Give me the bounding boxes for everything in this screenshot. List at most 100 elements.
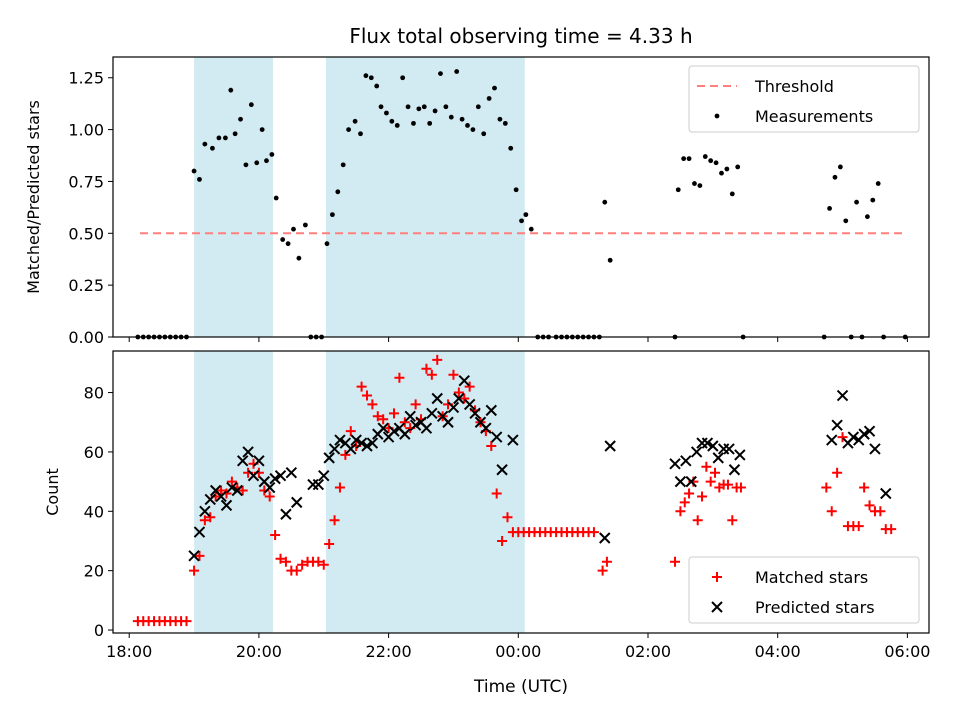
matched-star-point <box>216 485 227 496</box>
measurement-point <box>254 160 260 166</box>
measurement-point <box>686 156 692 162</box>
matched-star-point <box>491 488 502 499</box>
measurement-point <box>681 156 687 162</box>
matched-star-point <box>853 521 864 532</box>
measurement-point <box>384 110 389 116</box>
measurement-point <box>228 87 234 93</box>
predicted-star-point <box>480 422 492 434</box>
measurement-point <box>269 152 275 157</box>
measurement-point <box>724 166 730 172</box>
measurement-point <box>197 176 202 182</box>
legend-label: Matched stars <box>755 568 868 587</box>
shaded-interval <box>194 57 273 337</box>
predicted-star-point <box>604 440 616 452</box>
predicted-star-point <box>723 443 735 455</box>
matched-star-point <box>275 553 286 564</box>
measurement-point <box>528 226 534 232</box>
predicted-star-point <box>312 478 325 491</box>
predicted-star-point <box>880 487 892 500</box>
matched-star-point <box>859 482 870 493</box>
y-axis-label: Count <box>43 468 62 516</box>
measurement-point <box>497 116 503 122</box>
y-tick-label: 80 <box>84 384 104 403</box>
measurement-point <box>523 212 529 218</box>
predicted-star-point <box>869 443 881 455</box>
predicted-star-point <box>264 481 276 494</box>
measurement-point <box>280 237 286 242</box>
predicted-star-point <box>274 469 287 482</box>
y-tick-label: 60 <box>84 443 104 462</box>
matched-star-point <box>701 461 712 472</box>
x-tick-label: 20:00 <box>236 642 282 661</box>
predicted-star-point <box>231 484 243 497</box>
predicted-star-point <box>496 464 508 476</box>
predicted-star-point <box>712 452 724 464</box>
predicted-star-point <box>420 422 433 434</box>
shaded-interval <box>325 351 525 633</box>
measurement-point <box>713 160 719 166</box>
predicted-star-point <box>431 392 443 405</box>
predicted-star-point <box>490 431 503 443</box>
predicted-star-point <box>463 398 476 411</box>
predicted-star-point <box>701 437 714 449</box>
measurement-point <box>443 104 449 110</box>
predicted-star-point <box>442 416 454 428</box>
predicted-star-point <box>728 464 741 476</box>
predicted-star-point <box>318 469 330 482</box>
measurement-point <box>843 218 849 224</box>
axes-frame <box>112 56 930 338</box>
measurement-point <box>400 75 406 81</box>
matched-star-point <box>684 488 695 499</box>
measurement-point <box>459 116 465 122</box>
matched-star-point <box>297 559 308 570</box>
matched-star-point <box>345 426 356 437</box>
measurement-point <box>352 118 358 124</box>
matched-star-point <box>318 559 329 570</box>
predicted-star-point <box>685 475 697 488</box>
matched-star-point <box>361 390 372 401</box>
measurement-point <box>411 120 416 126</box>
predicted-star-point <box>355 437 368 449</box>
measurement-point <box>492 85 497 91</box>
matched-star-point <box>710 467 721 478</box>
measurement-point <box>238 116 243 122</box>
predicted-star-point <box>680 455 692 467</box>
matched-star-point <box>378 414 389 425</box>
predicted-star-point <box>858 428 870 440</box>
matched-star-point <box>372 411 383 422</box>
predicted-star-point <box>458 374 470 387</box>
measurement-point <box>502 120 508 126</box>
predicted-star-point <box>469 407 481 420</box>
measurement-point <box>864 214 870 220</box>
measurement-point <box>475 104 481 110</box>
matched-star-point <box>597 565 608 576</box>
x-tick-label: 18:00 <box>106 642 152 661</box>
measurement-point <box>827 206 832 211</box>
measurement-point <box>248 102 254 108</box>
y-tick-label: 40 <box>84 502 104 521</box>
x-tick-label: 22:00 <box>366 642 412 661</box>
axes-frame <box>112 350 930 634</box>
measurement-point <box>448 114 454 120</box>
matched-star-point <box>453 387 464 398</box>
measurement-point <box>854 199 859 205</box>
measurement-point <box>438 71 443 76</box>
measurement-point <box>210 145 215 151</box>
y-tick-label: 0.50 <box>68 224 104 243</box>
measurement-point <box>729 191 735 197</box>
measurement-point <box>264 158 269 164</box>
measurement-point <box>513 187 519 193</box>
y-tick-label: 20 <box>84 562 104 581</box>
measurement-point <box>875 181 881 186</box>
matched-star-point <box>821 482 832 493</box>
measurement-point <box>330 212 335 218</box>
matched-star-point <box>670 556 681 567</box>
measurement-point <box>389 118 395 124</box>
predicted-star-point <box>599 532 611 544</box>
measurement-point <box>708 158 714 164</box>
measurement-point <box>285 241 291 247</box>
measurement-point <box>368 75 374 81</box>
measurement-point <box>837 164 843 170</box>
measurement-point <box>291 226 296 232</box>
predicted-star-point <box>328 443 341 455</box>
